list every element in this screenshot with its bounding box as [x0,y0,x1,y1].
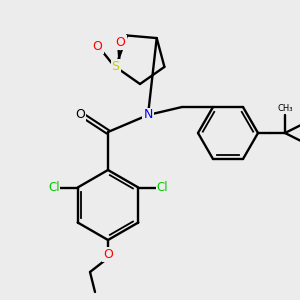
Text: CH₃: CH₃ [277,104,293,113]
Text: O: O [103,248,113,260]
Text: N: N [143,109,153,122]
Text: Cl: Cl [48,181,59,194]
Text: S: S [112,60,120,74]
Text: O: O [116,36,125,50]
Text: O: O [93,40,103,53]
Text: Cl: Cl [157,181,168,194]
Text: O: O [75,109,85,122]
